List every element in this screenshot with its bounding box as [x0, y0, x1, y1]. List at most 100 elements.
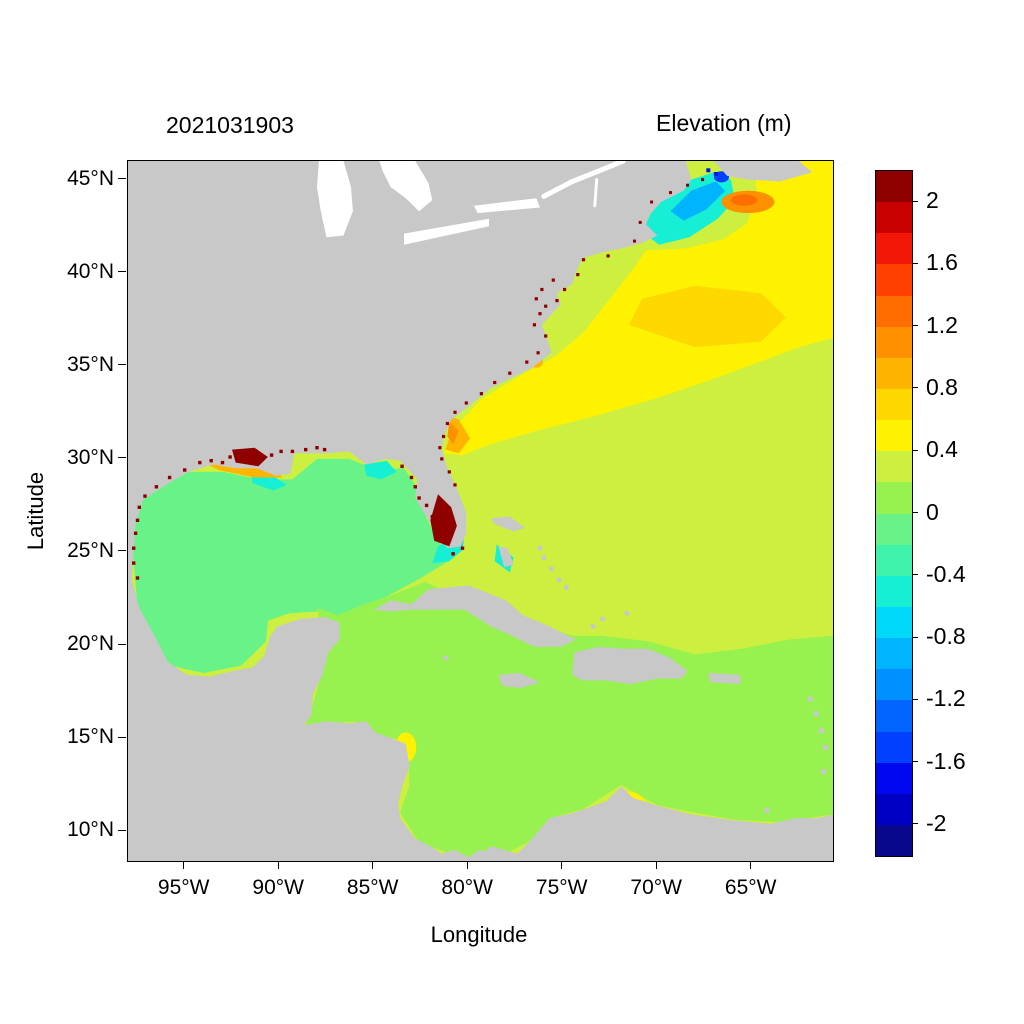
atlantic-coast-extreme-speckles-dot — [534, 297, 538, 301]
y-tick-mark — [118, 457, 126, 459]
y-tick-label: 20°N — [67, 632, 114, 656]
new-england-extreme-speckles — [633, 178, 705, 243]
bahamas-islets-dot — [600, 616, 605, 622]
gulf-coast-extreme-speckles-dot — [154, 485, 159, 489]
florida-extreme-speckles-dot — [400, 464, 404, 468]
atlantic-coast-extreme-speckles-dot — [581, 258, 586, 262]
y-tick-label: 40°N — [67, 259, 114, 283]
colorbar-segment--2.2-to--2 — [876, 824, 912, 857]
atlantic-coast-extreme-speckles-dot — [551, 278, 555, 282]
x-tick-mark — [183, 861, 185, 869]
lesser-antilles-islets-dot — [821, 769, 826, 775]
atlantic-coast-extreme-speckles-dot — [447, 470, 451, 474]
bahamas-islets-dot — [541, 555, 547, 560]
atlantic-coast-extreme-speckles-dot — [544, 334, 548, 338]
gulf-coast-extreme-speckles-dot — [198, 460, 202, 465]
colorbar-tick-mark — [912, 387, 918, 389]
x-tick-mark — [372, 861, 374, 869]
gulf-coast-extreme-speckles-dot — [133, 531, 138, 535]
colorbar-tick-label: 0.8 — [926, 373, 958, 400]
x-tick-label: 65°W — [724, 876, 777, 899]
gulf-coast-extreme-speckles-dot — [167, 475, 172, 480]
atlantic-coast-extreme-speckles-dot — [576, 273, 580, 277]
timestamp-title: 2021031903 — [166, 112, 294, 138]
colorbar-tick-label: -0.8 — [926, 623, 966, 650]
andros-island — [498, 546, 514, 567]
y-tick-mark — [118, 736, 126, 738]
gulf-coast-extreme-speckles-dot — [183, 468, 187, 472]
atlantic-coast-extreme-speckles-dot — [508, 371, 512, 375]
x-tick-label: 85°W — [346, 876, 399, 899]
atlantic-coast-extreme-speckles-dot — [540, 287, 544, 292]
nova-scotia-land — [713, 161, 813, 182]
atlantic-coast-extreme-speckles-dot — [445, 421, 449, 426]
st-lawrence-river — [541, 161, 626, 199]
colorbar-segment--1.8-to--1.6 — [876, 762, 912, 794]
new-england-extreme-speckles-dot — [686, 183, 689, 187]
elevation-heatmap — [128, 161, 833, 861]
colorbar-tick-label: -0.4 — [926, 560, 966, 587]
gulf-coast-extreme-speckles-dot — [143, 494, 147, 498]
atlantic-coast-extreme-speckles-dot — [555, 299, 559, 303]
puerto-rico-land — [708, 673, 741, 685]
atlantic-coast-extreme-speckles-dot — [453, 410, 457, 414]
hispaniola-land — [572, 646, 688, 685]
colorbar-tick-mark — [912, 823, 918, 825]
lesser-antilles-islets-dot — [807, 696, 813, 702]
y-tick-mark — [118, 178, 126, 180]
lake-michigan — [317, 161, 353, 238]
colorbar-tick-mark — [912, 200, 918, 202]
colorbar-segment--1.2-to--1 — [876, 669, 912, 701]
north-america-land — [128, 161, 692, 861]
colorbar-segment-0-to-0.2 — [876, 482, 912, 514]
y-tick-mark — [118, 643, 126, 645]
atlantic-coast-extreme-speckles-dot — [453, 483, 457, 487]
colorbar-segment-1.2-to-1.4 — [876, 295, 912, 327]
lesser-antilles-islets-dot — [813, 711, 819, 717]
lake-ontario — [473, 198, 540, 214]
colorbar-tick-mark — [912, 262, 918, 264]
gulf-of-maine-blue — [670, 181, 726, 221]
colorbar-tick-label: -1.6 — [926, 747, 966, 774]
bahamas-islets-dot — [537, 546, 543, 551]
big-bend-cyan — [364, 460, 397, 480]
y-tick-label: 25°N — [67, 538, 114, 562]
lesser-antilles-islets-dot — [817, 817, 823, 823]
map-plot-area — [127, 160, 834, 862]
colorbar-tick-mark — [912, 449, 918, 451]
gulf-coast-extreme-speckles-dot — [135, 518, 140, 522]
atlantic-coast-extreme-speckles-dot — [440, 457, 444, 461]
gulf-of-mexico-green — [129, 458, 452, 673]
florida-extreme-speckles-dot — [460, 546, 465, 550]
florida-extreme-speckles-dot — [451, 552, 455, 556]
lake-huron — [379, 161, 433, 212]
florida-extreme-speckles-dot — [424, 503, 429, 508]
gulf-coast-extreme-speckles-dot — [135, 576, 140, 580]
bahamas-islets-dot — [549, 566, 554, 571]
louisiana-extreme-blob — [232, 447, 268, 467]
new-england-extreme-speckles-dot — [633, 239, 636, 243]
x-tick-label: 95°W — [157, 876, 210, 899]
florida-extreme-speckles-dot — [409, 475, 414, 480]
lesser-antilles-islets — [764, 696, 828, 823]
x-tick-mark — [750, 861, 752, 869]
colorbar-segment-0.2-to-0.4 — [876, 451, 912, 483]
atlantic-coast-extreme-speckles-dot — [532, 323, 536, 327]
gulf-coast-extreme-speckles-dot — [209, 459, 213, 463]
colorbar-tick-label: 1.2 — [926, 311, 958, 338]
colorbar-segment-2-to-2.2 — [876, 171, 912, 203]
colorbar-tick-label: -2 — [926, 809, 947, 836]
y-tick-label: 35°N — [67, 352, 114, 376]
colorbar-segment--0.8-to--0.6 — [876, 606, 912, 639]
new-england-extreme-speckles-dot — [650, 200, 654, 204]
florida-extreme-speckles-dot — [417, 496, 421, 500]
atlantic-coast-extreme-speckles-dot — [536, 351, 540, 355]
colorbar-segment--1.4-to--1.2 — [876, 700, 912, 732]
bahamas-islets-dot — [556, 577, 562, 583]
bay-of-fundy-navy-dots-dot — [706, 168, 711, 173]
x-tick-mark — [277, 861, 279, 869]
x-tick-label: 70°W — [630, 876, 682, 899]
atlantic-coast-extreme-speckles-dot — [479, 392, 483, 396]
bay-of-fundy-navy-dots-dot — [713, 172, 718, 176]
